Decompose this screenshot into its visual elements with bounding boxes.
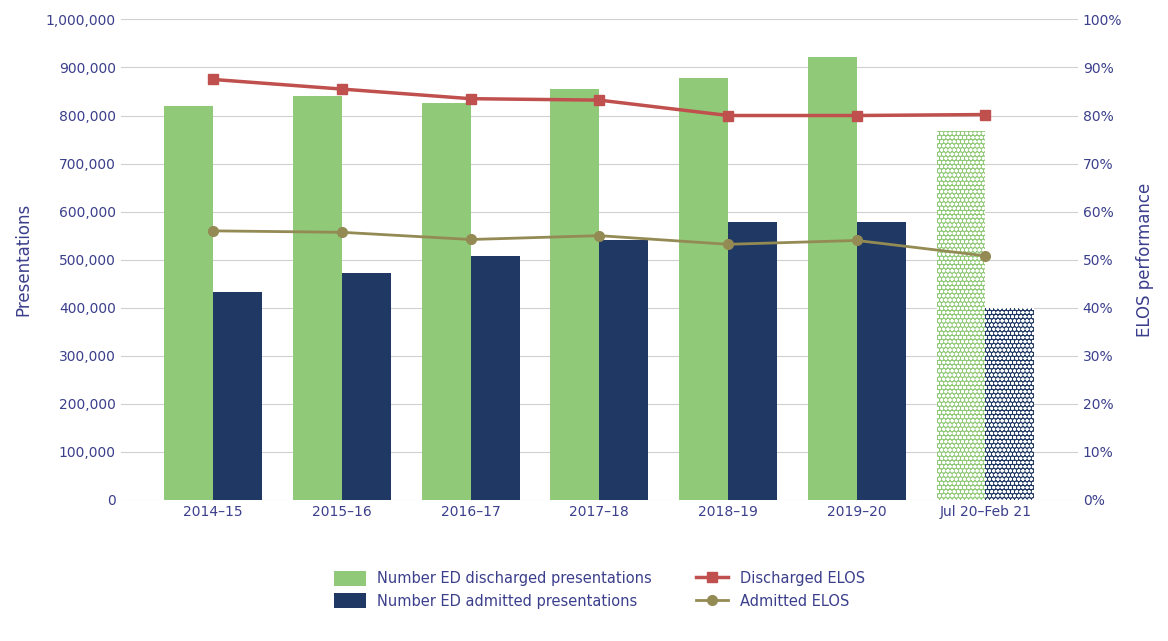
Bar <box>422 103 471 500</box>
Bar <box>937 131 986 500</box>
Bar <box>165 106 214 500</box>
Bar <box>986 308 1035 500</box>
Bar <box>342 272 391 500</box>
Bar <box>550 89 599 500</box>
Bar <box>471 256 520 500</box>
Y-axis label: ELOS performance: ELOS performance <box>1136 183 1154 337</box>
Bar <box>728 222 777 500</box>
Y-axis label: Presentations: Presentations <box>14 203 32 316</box>
Bar <box>679 78 728 500</box>
Legend: Number ED discharged presentations, Number ED admitted presentations, Discharged: Number ED discharged presentations, Numb… <box>328 565 870 615</box>
Bar <box>293 96 342 500</box>
Bar <box>214 292 262 500</box>
Bar <box>857 222 905 500</box>
Bar <box>808 57 857 500</box>
Bar <box>599 240 648 500</box>
